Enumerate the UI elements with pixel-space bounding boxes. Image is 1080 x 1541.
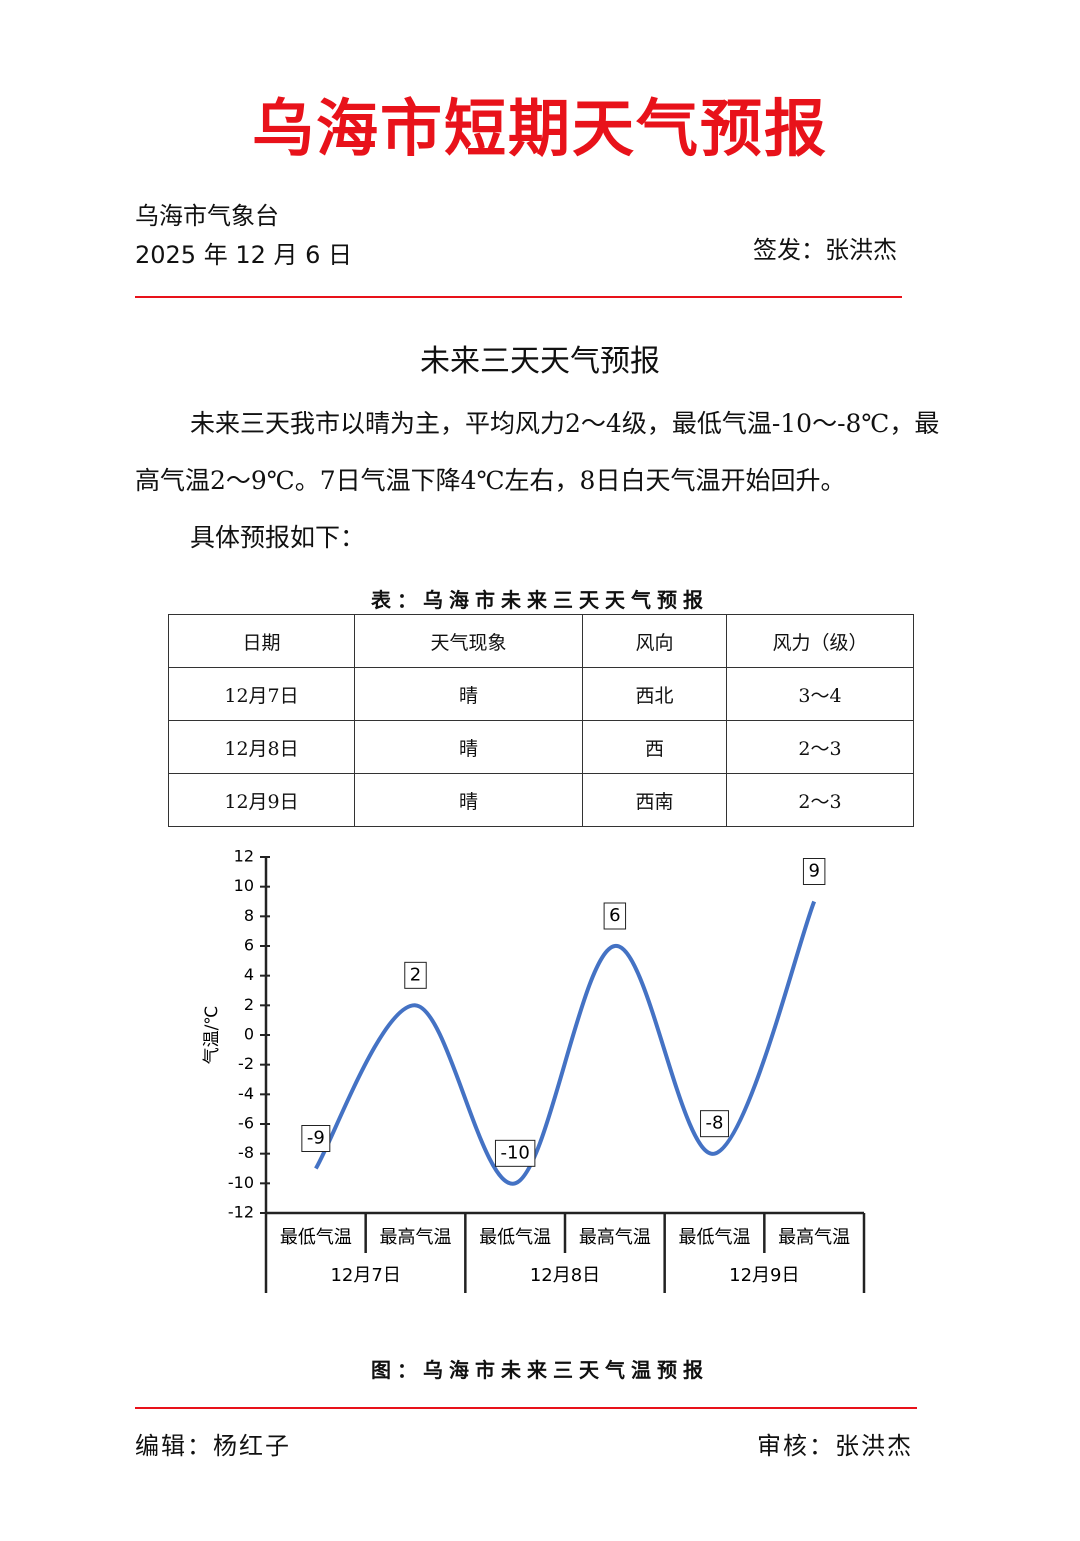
y-tick-label: 10 [234, 876, 254, 895]
value-label-box [603, 902, 627, 930]
series-line [314, 900, 817, 1186]
cell: 3～4 [726, 667, 914, 721]
cell: 晴 [354, 667, 583, 721]
cell: 西南 [582, 773, 727, 827]
value-label-box [404, 961, 427, 989]
x-tick-label: 最高气温 [778, 1227, 850, 1248]
table-header-row: 日期 天气现象 风向 风力（级） [168, 614, 914, 668]
table-row: 12月7日晴西北 3～4 [168, 667, 914, 721]
chart: 气温/℃ -12 -10 -8 -6 -4 -2 0 2 4 6 8 10 12 最低气温 最高气温 最低气温… [202, 847, 866, 1293]
table-caption: 表：乌海市未来三天天气预报 [371, 588, 709, 612]
y-tick-label: -6 [238, 1114, 254, 1133]
y-tick-label: -2 [238, 1054, 254, 1073]
group-label: 12月9日 [729, 1265, 799, 1286]
value-label: -10 [500, 1142, 529, 1163]
signer: 签发：张洪杰 [753, 236, 897, 264]
value-label: -8 [706, 1113, 724, 1134]
paragraph: 未来三天我市以晴为主，平均风力2～4级，最低气温-10～-8℃，最高气温2～9℃… [135, 409, 940, 495]
value-label-box [301, 1125, 331, 1152]
divider [135, 1407, 917, 1409]
value-label-box [494, 1139, 536, 1167]
y-tick-label: -4 [238, 1084, 254, 1103]
cell: 西北 [582, 667, 727, 721]
x-tick-label: 最低气温 [679, 1227, 751, 1248]
issuer: 乌海市气象台 [135, 202, 279, 230]
header-cell: 风力（级） [726, 614, 914, 668]
y-tick-label: -12 [228, 1203, 254, 1222]
issue-date: 2025 年 12 月 6 日 [135, 241, 353, 269]
section-title: 未来三天天气预报 [420, 344, 660, 379]
y-tick-label: 0 [244, 1025, 254, 1044]
x-tick-label: 最低气温 [479, 1227, 551, 1248]
value-label-box [802, 858, 826, 885]
group-label: 12月7日 [330, 1265, 400, 1286]
y-tick-label: -10 [228, 1173, 254, 1192]
group-label: 12月8日 [530, 1265, 600, 1286]
editor: 编辑：杨红子 [135, 1432, 291, 1460]
y-tick-label: 12 [234, 847, 254, 866]
value-label: -9 [307, 1128, 325, 1149]
x-tick-label: 最低气温 [280, 1227, 352, 1248]
value-label: 2 [410, 964, 421, 985]
x-tick-label: 最高气温 [380, 1227, 452, 1248]
forecast-table: 日期 天气现象 风向 风力（级） 12月7日晴西北 3～4 12月8日晴西 2～3 … [168, 614, 914, 827]
cell: 12月7日 [168, 667, 355, 721]
x-tick-label: 最高气温 [579, 1227, 651, 1248]
document-title: 乌海市短期天气预报 [251, 92, 828, 165]
y-tick-label: 6 [244, 936, 254, 955]
cell: 2～3 [726, 773, 914, 827]
divider [135, 296, 902, 298]
y-tick-label: -8 [238, 1143, 254, 1162]
cell: 晴 [354, 720, 583, 774]
y-axis-label: 气温/℃ [202, 1006, 222, 1065]
header-cell: 天气现象 [354, 614, 583, 668]
table-row: 12月9日晴西南 2～3 [168, 773, 914, 827]
paragraph: 具体预报如下： [190, 523, 366, 552]
y-tick-label: 2 [244, 995, 254, 1014]
y-tick-label: 8 [244, 906, 254, 925]
cell: 晴 [354, 773, 583, 827]
cell: 2～3 [726, 720, 914, 774]
value-label-box [700, 1110, 729, 1138]
cell: 西 [582, 720, 727, 774]
table-row: 12月8日晴西 2～3 [168, 720, 914, 774]
reviewer: 审核：张洪杰 [757, 1432, 913, 1460]
figure-caption: 图：乌海市未来三天气温预报 [371, 1358, 709, 1382]
cell: 12月9日 [168, 773, 355, 827]
header-cell: 风向 [582, 614, 727, 668]
cell: 12月8日 [168, 720, 355, 774]
y-tick-label: 4 [244, 965, 254, 984]
header-cell: 日期 [168, 614, 355, 668]
value-label: 6 [609, 905, 620, 926]
value-label: 9 [808, 861, 819, 882]
